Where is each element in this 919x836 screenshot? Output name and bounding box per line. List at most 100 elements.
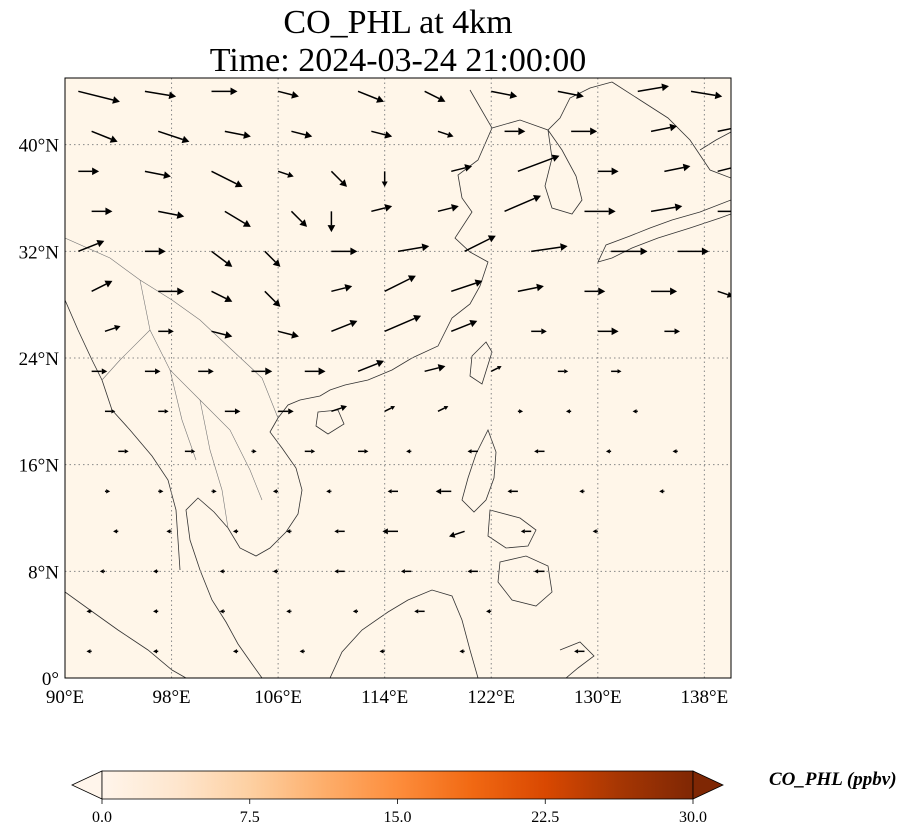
wind-vector-head	[414, 609, 419, 614]
colorbar-tick-label: 22.5	[531, 809, 559, 826]
wind-vector-head	[474, 279, 483, 287]
wind-vector-head	[672, 449, 677, 454]
wind-vector	[464, 238, 490, 253]
wind-vector-head	[158, 247, 166, 256]
wind-vector-head	[730, 164, 731, 166]
wind-vector	[690, 90, 716, 97]
wind-vector	[330, 170, 343, 183]
wind-vector-head	[219, 609, 224, 614]
wind-vector-head	[159, 489, 164, 494]
wind-vector-head	[272, 489, 277, 494]
sulawesi-coast	[559, 641, 595, 678]
japan-coastline	[597, 199, 731, 263]
wind-vector	[224, 130, 245, 136]
wind-vector	[717, 290, 729, 296]
colorbar	[101, 770, 694, 800]
wind-vector	[557, 90, 578, 96]
lat-tick-label: 24°N	[19, 349, 60, 370]
lat-tick-label: 8°N	[28, 562, 59, 583]
colorbar-extend-max	[692, 770, 724, 800]
wind-vector-layer	[78, 83, 744, 654]
wind-vector-head	[153, 569, 158, 574]
wind-vector-head	[311, 449, 316, 454]
wind-vector-head	[112, 96, 120, 104]
wind-vector-head	[459, 649, 464, 654]
wind-vector	[531, 246, 561, 253]
wind-vector	[437, 207, 453, 213]
wind-vector-head	[344, 284, 353, 292]
wind-vector-head	[334, 569, 339, 574]
wind-vector	[158, 210, 178, 216]
bohai-coast	[491, 81, 613, 131]
wind-vector-head	[114, 324, 121, 331]
wind-vector-head	[670, 287, 678, 296]
lat-tick-label: 32°N	[19, 242, 60, 263]
wind-vector-head	[96, 239, 105, 248]
wind-vector-head	[467, 569, 472, 574]
wind-vector-head	[224, 259, 233, 267]
wind-vector-head	[560, 243, 568, 251]
wind-vector-head	[153, 609, 158, 614]
wind-vector	[357, 362, 378, 373]
wind-vector-head	[176, 211, 185, 219]
wind-vector-head	[421, 243, 430, 252]
colorbar-tick-label: 15.0	[384, 809, 412, 826]
wind-vector-head	[124, 449, 129, 454]
colorbar-tick-label: 7.5	[240, 809, 260, 826]
wind-vector-head	[272, 259, 281, 267]
wind-vector-head	[437, 95, 446, 103]
colorbar-extend-min	[71, 770, 103, 800]
wind-vector	[331, 322, 352, 333]
wind-vector-head	[304, 131, 313, 139]
wind-vector	[491, 90, 511, 96]
wind-vector	[211, 170, 237, 185]
wind-vector-head	[384, 204, 393, 212]
wind-vector-head	[565, 409, 570, 414]
map-frame	[64, 77, 732, 679]
wind-vector-head	[486, 609, 491, 614]
wind-vector-head	[334, 529, 339, 534]
wind-vector-head	[592, 529, 597, 534]
wind-vector-head	[350, 247, 358, 256]
wind-vector-head	[579, 489, 584, 494]
wind-vector-head	[168, 91, 177, 100]
visayas-coast	[487, 509, 537, 549]
wind-vector-head	[291, 91, 299, 99]
wind-vector-head	[611, 327, 619, 336]
wind-vector	[291, 130, 306, 136]
wind-vector-head	[232, 529, 237, 534]
wind-vector-head	[443, 405, 449, 410]
wind-vector-head	[234, 408, 241, 415]
wind-vector-head	[381, 181, 388, 187]
wind-vector	[371, 130, 386, 136]
wind-vector-head	[674, 203, 683, 212]
wind-vector-head	[224, 295, 233, 303]
wind-vector-head	[736, 124, 744, 132]
wind-vector	[331, 287, 346, 293]
wind-vector-head	[640, 247, 648, 256]
wind-vector-head	[507, 489, 512, 494]
wind-vector-head	[272, 299, 281, 307]
wind-vector-head	[181, 135, 190, 144]
wind-vector	[277, 170, 289, 176]
wind-vector-head	[661, 83, 669, 92]
wind-vector-head	[364, 449, 369, 454]
wind-vector	[331, 407, 342, 413]
wind-vector	[454, 530, 465, 536]
wind-vector-head	[534, 449, 539, 454]
wind-vector-head	[291, 331, 299, 339]
wind-vector-head	[109, 135, 118, 143]
lon-tick-label: 114°E	[361, 687, 408, 708]
wind-vector-head	[674, 328, 680, 335]
wind-vector	[91, 130, 112, 140]
wind-vector-head	[533, 194, 541, 203]
wind-vector	[650, 206, 676, 213]
wind-vector-head	[326, 489, 331, 494]
wind-vector-head	[232, 649, 237, 654]
wind-vector	[144, 170, 165, 176]
wind-vector-head	[611, 167, 619, 176]
wind-vector-head	[467, 449, 472, 454]
wind-vector-head	[451, 204, 459, 212]
wind-vector-head	[104, 280, 113, 288]
wind-vector-head	[518, 127, 526, 136]
